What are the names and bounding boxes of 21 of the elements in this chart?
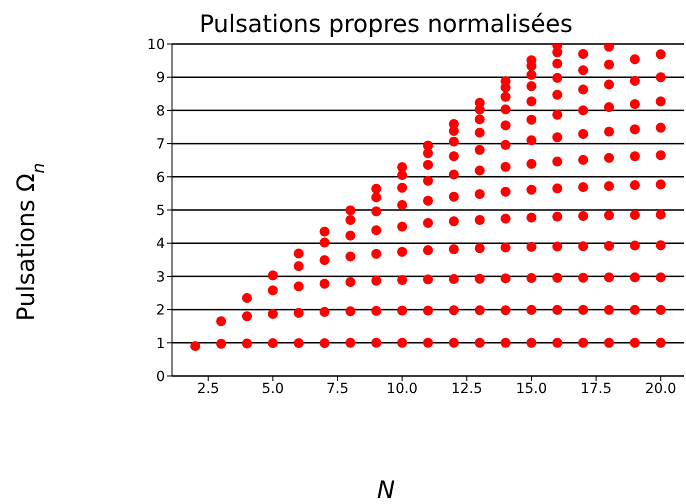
y-tick-label: 7 [156,136,165,153]
y-tick-label: 8 [156,103,165,120]
x-tick-label: 15.0 [516,380,548,397]
y-tick-label: 3 [156,269,165,286]
x-tick-label: 10.0 [386,380,418,397]
x-tick-label: 20.0 [645,380,676,397]
y-tick-label: 0 [156,368,165,385]
y-tick-label: 4 [156,236,166,252]
y-tick-label: 6 [156,170,166,186]
chart-title: Pulsations propres normalisées [199,10,573,38]
y-tick-label: 1 [156,336,165,352]
x-tick-label: 5.0 [262,380,284,397]
y-tick-label: 10 [147,36,165,53]
x-tick-label: 17.5 [580,380,612,397]
x-tick-label: 7.5 [326,380,349,397]
y-tick-label: 5 [156,202,165,219]
y-tick-label: 2 [156,302,165,319]
y-tick-label: 9 [156,70,165,86]
x-axis-title: N [377,476,396,504]
x-tick-label: 2.5 [197,380,220,397]
x-tick-label: 12.5 [451,380,482,397]
